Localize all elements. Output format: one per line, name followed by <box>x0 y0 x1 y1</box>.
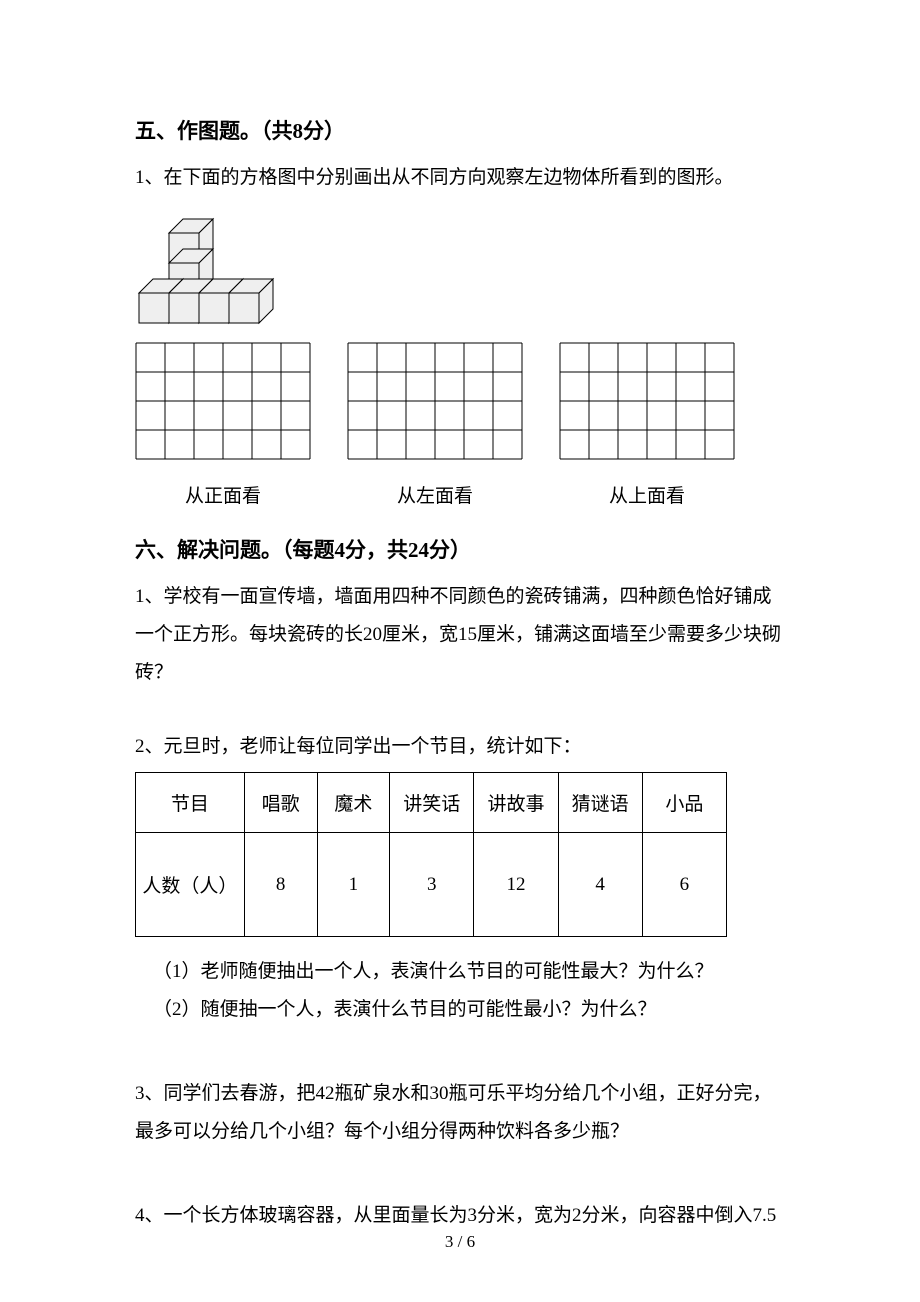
cube-figure <box>135 203 790 330</box>
q2-val-5: 6 <box>642 833 726 937</box>
grid-front: 从正面看 <box>135 342 311 516</box>
q2-val-1: 1 <box>317 833 390 937</box>
section6-q1: 1、学校有一面宣传墙，墙面用四种不同颜色的瓷砖铺满，四种颜色恰好铺成一个正方形。… <box>135 578 790 692</box>
grid-top: 从上面看 <box>559 342 735 516</box>
q2-val-2: 3 <box>390 833 474 937</box>
section6-q4: 4、一个长方体玻璃容器，从里面量长为3分米，宽为2分米，向容器中倒入7.5 <box>135 1197 790 1235</box>
q2-val-4: 4 <box>558 833 642 937</box>
section6-title: 六、解决问题。（每题4分，共24分） <box>135 534 790 564</box>
q2-table: 节目唱歌魔术讲笑话讲故事猜谜语小品 人数（人）8131246 <box>135 772 727 937</box>
q2-val-0: 8 <box>244 833 317 937</box>
grid-top-label: 从上面看 <box>609 478 685 516</box>
section6-q2: 2、元旦时，老师让每位同学出一个节目，统计如下： 节目唱歌魔术讲笑话讲故事猜谜语… <box>135 728 790 1029</box>
q2-intro: 2、元旦时，老师让每位同学出一个节目，统计如下： <box>135 728 790 766</box>
grid-front-label: 从正面看 <box>185 478 261 516</box>
q2-col-6: 小品 <box>642 773 726 833</box>
answer-grids: 从正面看 从左面看 从上面看 <box>135 342 790 516</box>
q2-sub2: （2）随便抽一个人，表演什么节目的可能性最小？为什么？ <box>135 991 790 1029</box>
page: 五、作图题。（共8分） 1、在下面的方格图中分别画出从不同方向观察左边物体所看到… <box>0 0 920 1302</box>
grid-left: 从左面看 <box>347 342 523 516</box>
section6-q3: 3、同学们去春游，把42瓶矿泉水和30瓶可乐平均分给几个小组，正好分完，最多可以… <box>135 1075 790 1151</box>
q2-col-1: 唱歌 <box>244 773 317 833</box>
grid-left-label: 从左面看 <box>397 478 473 516</box>
q2-col-3: 讲笑话 <box>390 773 474 833</box>
q2-sub1: （1）老师随便抽出一个人，表演什么节目的可能性最大？为什么？ <box>135 953 790 991</box>
q2-rowlabel: 人数（人） <box>136 833 245 937</box>
q2-col-5: 猜谜语 <box>558 773 642 833</box>
q2-col-2: 魔术 <box>317 773 390 833</box>
q3-text: 3、同学们去春游，把42瓶矿泉水和30瓶可乐平均分给几个小组，正好分完，最多可以… <box>135 1075 790 1151</box>
q2-val-3: 12 <box>474 833 558 937</box>
q2-col-4: 讲故事 <box>474 773 558 833</box>
section5-q1: 1、在下面的方格图中分别画出从不同方向观察左边物体所看到的图形。 <box>135 159 790 197</box>
page-number: 3 / 6 <box>0 1232 920 1252</box>
section5-title: 五、作图题。（共8分） <box>135 115 790 145</box>
q4-text: 4、一个长方体玻璃容器，从里面量长为3分米，宽为2分米，向容器中倒入7.5 <box>135 1197 790 1235</box>
q2-col-0: 节目 <box>136 773 245 833</box>
